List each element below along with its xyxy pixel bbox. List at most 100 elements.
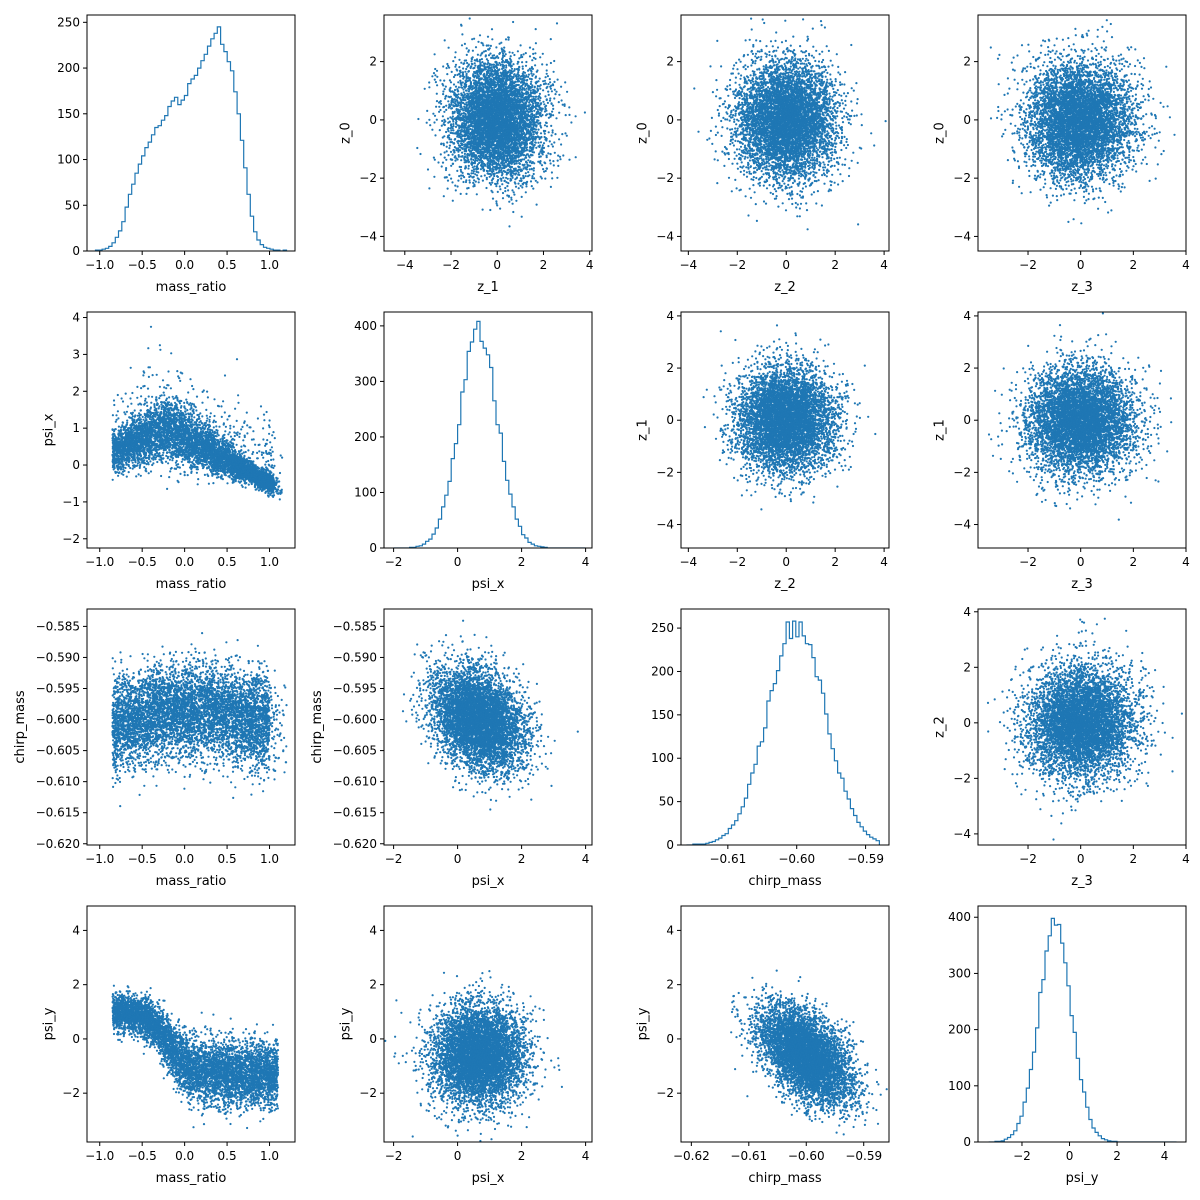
- scatter-point: [458, 59, 460, 61]
- scatter-point: [462, 109, 464, 111]
- scatter-point: [526, 132, 528, 134]
- scatter-point: [538, 156, 540, 158]
- scatter-point: [514, 91, 516, 93]
- scatter-point: [539, 78, 541, 80]
- scatter-point: [498, 92, 500, 94]
- scatter-point: [523, 53, 525, 55]
- scatter-point: [545, 139, 547, 141]
- scatter-point: [518, 169, 520, 171]
- scatter-point: [450, 178, 452, 180]
- scatter-point: [508, 195, 510, 197]
- scatter-point: [472, 85, 474, 87]
- scatter-point: [519, 107, 521, 109]
- axes-frame: [87, 15, 295, 251]
- scatter-point: [549, 78, 551, 80]
- scatter-point: [534, 122, 536, 124]
- scatter-point: [473, 80, 475, 82]
- scatter-point: [490, 152, 492, 154]
- scatter-point: [554, 152, 556, 154]
- scatter-point: [547, 75, 549, 77]
- scatter-point: [458, 86, 460, 88]
- scatter-point: [517, 50, 519, 52]
- scatter-point: [491, 182, 493, 184]
- scatter-point: [503, 47, 505, 49]
- scatter-point: [455, 64, 457, 66]
- scatter-point: [533, 173, 535, 175]
- scatter-point: [449, 79, 451, 81]
- scatter-point: [478, 178, 480, 180]
- scatter-point: [440, 143, 442, 145]
- scatter-point: [467, 159, 469, 161]
- scatter-point: [550, 186, 552, 188]
- scatter-point: [504, 187, 506, 189]
- x-tick-label: −1.0: [85, 258, 114, 272]
- scatter-point: [451, 107, 453, 109]
- scatter-point: [505, 112, 507, 114]
- scatter-point: [554, 133, 556, 135]
- scatter-point: [511, 203, 513, 205]
- scatter-point: [459, 76, 461, 78]
- scatter-point: [570, 121, 572, 123]
- scatter-point: [507, 36, 509, 38]
- scatter-point: [474, 156, 476, 158]
- scatter-point: [551, 177, 553, 179]
- scatter-point: [486, 58, 488, 60]
- scatter-point: [434, 68, 436, 70]
- scatter-point: [451, 98, 453, 100]
- scatter-point: [532, 53, 534, 55]
- scatter-point: [459, 80, 461, 82]
- scatter-point: [513, 168, 515, 170]
- x-tick-label: 0.5: [218, 258, 237, 272]
- scatter-point: [529, 165, 531, 167]
- scatter-point: [510, 152, 512, 154]
- scatter-point: [496, 182, 498, 184]
- scatter-point: [473, 170, 475, 172]
- scatter-point: [484, 129, 486, 131]
- scatter-point: [533, 151, 535, 153]
- scatter-point: [505, 166, 507, 168]
- scatter-point: [474, 162, 476, 164]
- scatter-point: [533, 73, 535, 75]
- scatter-point: [445, 167, 447, 169]
- scatter-point: [492, 57, 494, 59]
- scatter-point: [552, 145, 554, 147]
- scatter-point: [517, 61, 519, 63]
- scatter-point: [426, 110, 428, 112]
- scatter-point: [513, 99, 515, 101]
- scatter-point: [490, 45, 492, 47]
- scatter-point: [539, 99, 541, 101]
- scatter-point: [448, 47, 450, 49]
- scatter-point: [492, 55, 494, 57]
- scatter-point: [483, 98, 485, 100]
- scatter-point: [505, 64, 507, 66]
- scatter-point: [435, 106, 437, 108]
- scatter-point: [458, 73, 460, 75]
- scatter-point: [468, 63, 470, 65]
- scatter-point: [535, 42, 537, 44]
- scatter-point: [490, 57, 492, 59]
- scatter-point: [455, 105, 457, 107]
- scatter-point: [525, 128, 527, 130]
- scatter-point: [437, 161, 439, 163]
- scatter-point: [520, 54, 522, 56]
- scatter-point: [523, 82, 525, 84]
- scatter-point: [528, 106, 530, 108]
- scatter-point: [450, 81, 452, 83]
- scatter-point: [434, 74, 436, 76]
- scatter-point: [416, 147, 418, 149]
- scatter-point: [510, 59, 512, 61]
- scatter-point: [546, 156, 548, 158]
- scatter-point: [509, 70, 511, 72]
- scatter-point: [456, 99, 458, 101]
- scatter-point: [499, 185, 501, 187]
- scatter-point: [502, 71, 504, 73]
- scatter-point: [473, 133, 475, 135]
- scatter-point: [452, 123, 454, 125]
- scatter-point: [465, 68, 467, 70]
- scatter-point: [544, 133, 546, 135]
- scatter-point: [468, 90, 470, 92]
- scatter-point: [466, 47, 468, 49]
- scatter-point: [547, 83, 549, 85]
- scatter-point: [536, 204, 538, 206]
- scatter-point: [560, 86, 562, 88]
